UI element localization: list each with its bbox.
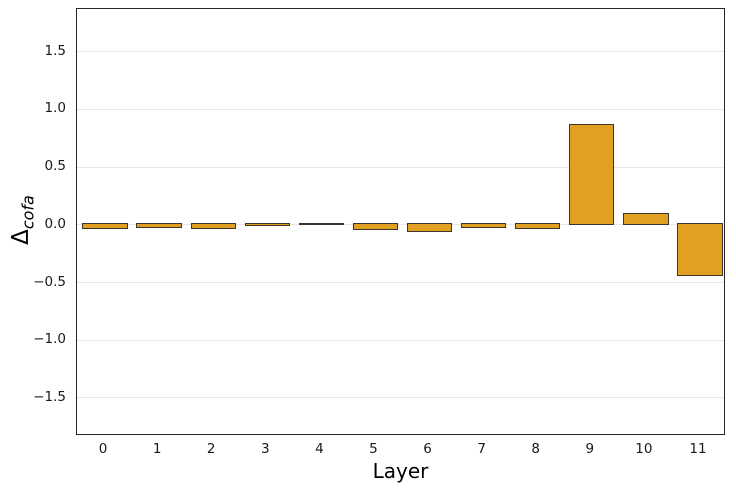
x-tick-label: 5 xyxy=(369,441,378,457)
x-tick-label: 10 xyxy=(635,441,653,457)
x-tick-label: 11 xyxy=(689,441,707,457)
x-axis-tick-labels: 0 1 2 3 4 5 6 7 8 9 10 11 xyxy=(76,441,725,459)
gridline xyxy=(77,339,724,341)
y-tick-label: 1.5 xyxy=(44,42,66,59)
y-tick-label: 1.0 xyxy=(44,100,66,117)
x-tick-label: 0 xyxy=(98,441,108,457)
bar-layer-0 xyxy=(82,223,128,229)
bar-layer-5 xyxy=(352,223,399,230)
x-tick-label: 9 xyxy=(585,441,595,457)
bar-layer-8 xyxy=(515,223,561,229)
y-axis-label: Δcofa xyxy=(8,160,38,280)
bar-layer-4 xyxy=(298,222,344,226)
gridline xyxy=(77,108,724,110)
y-axis-label-delta: Δ xyxy=(8,229,34,245)
y-tick-label: 0.0 xyxy=(44,215,66,232)
bar-layer-9 xyxy=(569,124,615,226)
x-axis-label: Layer xyxy=(372,459,429,483)
bar-layer-11 xyxy=(677,223,723,277)
y-tick-label: −1.5 xyxy=(33,388,66,405)
gridline xyxy=(77,397,724,399)
x-tick-label: 2 xyxy=(206,441,216,457)
bar-layer-7 xyxy=(460,223,507,228)
gridline xyxy=(77,224,724,226)
y-axis-tick-labels: 1.5 1.0 0.5 0.0 −0.5 −1.0 −1.5 xyxy=(0,8,66,435)
plot-area xyxy=(76,8,725,435)
y-tick-label: 0.5 xyxy=(44,158,66,175)
bar-layer-2 xyxy=(190,223,236,229)
bar-layer-10 xyxy=(623,212,669,226)
x-tick-label: 6 xyxy=(423,441,432,457)
x-tick-label: 8 xyxy=(531,441,540,457)
bar-layer-6 xyxy=(406,223,453,233)
y-axis-label-subscript: cofa xyxy=(18,195,38,230)
gridline xyxy=(77,282,724,283)
bar-layer-3 xyxy=(244,223,290,227)
bar-layer-1 xyxy=(136,223,182,228)
x-tick-label: 1 xyxy=(152,441,162,457)
x-tick-label: 7 xyxy=(477,441,486,457)
x-tick-label: 4 xyxy=(315,441,324,457)
y-tick-label: −1.0 xyxy=(33,331,66,348)
gridline xyxy=(77,166,724,168)
y-tick-label: −0.5 xyxy=(33,273,66,290)
gridline xyxy=(77,51,724,53)
x-tick-label: 3 xyxy=(260,441,270,457)
